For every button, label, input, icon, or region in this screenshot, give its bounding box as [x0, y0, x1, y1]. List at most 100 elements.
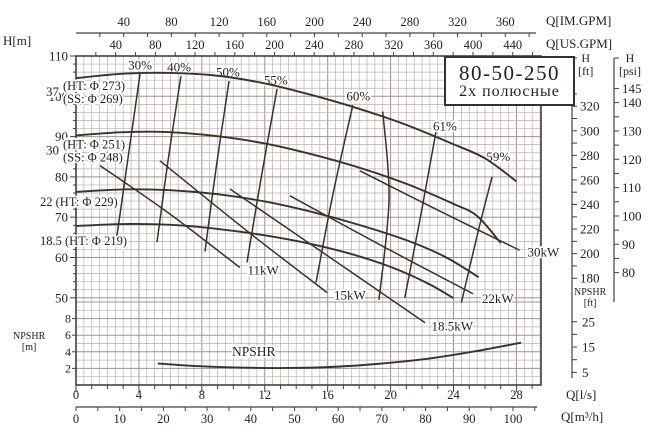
top-usgpm-tick-label: 40: [109, 38, 122, 52]
power-label: 15kW: [334, 287, 367, 302]
efficiency-line: [204, 80, 230, 252]
left-npshr-tick-label: 6: [65, 328, 71, 342]
top-imgpm-tick-label: 200: [305, 15, 324, 29]
right-psi-header-symbol: H: [625, 51, 635, 65]
right-ft-axis-header: H [ft]: [578, 52, 593, 77]
power-label: 22kW: [482, 291, 514, 306]
bottom-ls-tick-label: 20: [384, 388, 397, 402]
head-curve: [75, 130, 502, 244]
left-head-axis-unit: H[m]: [3, 33, 32, 48]
efficiency-label: 60%: [346, 89, 370, 104]
bottom-m3h-tick-label: 90: [463, 412, 476, 426]
right-ft-tick-label: 260: [580, 172, 600, 187]
power-line: [99, 164, 241, 269]
npshr-ft-header-title: NPSHR: [574, 287, 607, 298]
left-h-tick-label: 70: [55, 210, 68, 225]
top-usgpm-tick-label: 200: [265, 38, 284, 52]
efficiency-line: [460, 176, 493, 303]
pump-model: 80-50-250: [459, 60, 560, 85]
left-h-tick-label: 110: [49, 49, 68, 64]
bottom-m3h-tick-label: 50: [288, 412, 301, 426]
top-imgpm-tick-label: 360: [496, 15, 515, 29]
bottom-m3h-tick-label: 30: [201, 412, 214, 426]
bottom-ls-tick-label: 12: [259, 388, 272, 402]
top-imgpm-tick-label: 40: [117, 15, 130, 29]
npshr-curve: [157, 341, 522, 369]
right-npshr-ft-header: NPSHR [ft]: [574, 287, 607, 309]
bottom-m3h-tick-label: 70: [376, 412, 389, 426]
efficiency-label: 30%: [128, 58, 152, 73]
head-curve: [75, 71, 518, 183]
impeller-diameter-label: (SS: Φ 269): [63, 92, 123, 106]
left-h-tick-label: 80: [55, 169, 68, 184]
impeller-diameter-label: (SS: Φ 248): [63, 151, 123, 165]
bottom-m3h-tick-label: 0: [73, 412, 79, 426]
power-line: [289, 195, 474, 295]
right-psi-axis-header: H [psi]: [619, 52, 641, 77]
left-npshr-tick-label: 4: [65, 345, 71, 359]
left-npshr-tick-label: 8: [65, 312, 71, 326]
right-npshr-ft-tick-label: 5: [582, 365, 589, 380]
efficiency-line: [404, 131, 437, 298]
right-ft-header-symbol: H: [581, 51, 590, 65]
impeller-diameter-label: 22 (HT: Φ 229): [40, 195, 118, 209]
bottom-ls-axis-unit: Q[l/s]: [566, 387, 597, 402]
top-usgpm-axis-unit: Q[US.GPM]: [546, 36, 613, 51]
bottom-m3h-tick-label: 10: [113, 412, 126, 426]
power-label: 30kW: [527, 244, 560, 259]
left-npshr-tick-label: 2: [65, 361, 71, 375]
top-imgpm-tick-label: 80: [165, 15, 178, 29]
bottom-m3h-tick-label: 60: [332, 412, 345, 426]
right-psi-tick-label: 100: [622, 208, 642, 223]
right-psi-tick-label: 140: [622, 95, 642, 110]
bottom-m3h-tick-label: 100: [504, 412, 523, 426]
bottom-ls-tick-label: 16: [321, 388, 334, 402]
impeller-power-label: 30: [46, 142, 59, 157]
top-usgpm-tick-label: 80: [149, 38, 162, 52]
top-usgpm-tick-label: 400: [464, 38, 483, 52]
right-ft-tick-label: 280: [580, 148, 600, 163]
right-psi-header-unit: [psi]: [619, 63, 641, 78]
right-npshr-ft-tick-label: 15: [582, 340, 595, 355]
top-imgpm-tick-label: 280: [400, 15, 419, 29]
npshr-m-header-unit: [m]: [21, 341, 37, 353]
right-psi-tick-label: 110: [622, 180, 641, 195]
right-psi-tick-label: 120: [622, 152, 642, 167]
bottom-ls-tick-label: 24: [447, 388, 460, 402]
bottom-ls-tick-label: 28: [510, 388, 523, 402]
top-usgpm-tick-label: 440: [503, 38, 522, 52]
impeller-diameter-label: (HT: Φ 273): [63, 79, 125, 93]
npshr-curve-label: NPSHR: [232, 344, 276, 359]
right-ft-tick-label: 220: [580, 222, 600, 237]
efficiency-line: [116, 74, 141, 237]
right-psi-tick-label: 130: [622, 123, 642, 138]
right-psi-tick-label: 90: [622, 237, 635, 252]
right-ft-header-unit: [ft]: [578, 63, 594, 78]
npshr-m-header-title: NPSHR: [13, 331, 46, 342]
bottom-ls-tick-label: 0: [73, 388, 79, 402]
right-psi-tick-label: 80: [622, 265, 635, 280]
power-line: [229, 188, 426, 324]
top-usgpm-tick-label: 160: [225, 38, 244, 52]
top-usgpm-tick-label: 360: [424, 38, 443, 52]
right-ft-tick-label: 200: [580, 246, 600, 261]
efficiency-label: 61%: [433, 119, 457, 134]
bottom-m3h-tick-label: 40: [245, 412, 258, 426]
top-imgpm-tick-label: 320: [448, 15, 467, 29]
impeller-diameter-label: (HT: Φ 251): [63, 138, 125, 152]
top-imgpm-tick-label: 240: [353, 15, 372, 29]
top-usgpm-tick-label: 240: [305, 38, 324, 52]
impeller-diameter-label: 18.5 (HT: Φ 219): [40, 234, 127, 248]
left-npshr-m-header: NPSHR [m]: [13, 331, 46, 353]
right-psi-tick-label: 145: [622, 81, 642, 96]
pump-poles: 2х полюсные: [459, 82, 560, 100]
efficiency-line: [378, 111, 390, 300]
right-npshr-ft-tick-label: 25: [582, 314, 595, 329]
bottom-m3h-tick-label: 80: [419, 412, 432, 426]
efficiency-label: 40%: [167, 60, 191, 75]
power-label: 11kW: [247, 262, 279, 277]
left-h-tick-label: 60: [55, 250, 68, 265]
efficiency-label: 59%: [486, 149, 510, 164]
left-h-tick-label: 90: [55, 129, 68, 144]
